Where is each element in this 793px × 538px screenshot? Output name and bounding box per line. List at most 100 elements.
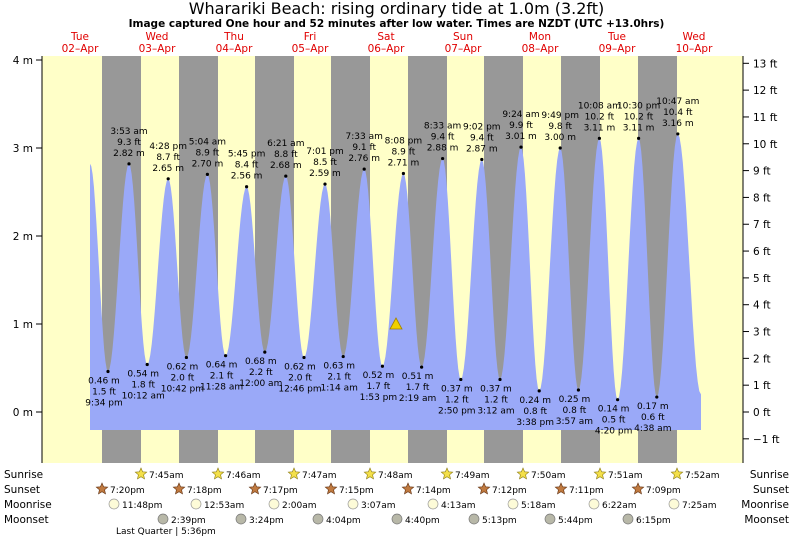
moonset-label-left: Moonset xyxy=(4,514,49,526)
low-tide-ft: 2.2 ft xyxy=(249,368,273,378)
high-tide-dot xyxy=(166,177,170,181)
high-tide-dot xyxy=(127,162,131,166)
high-tide-time: 4:28 pm xyxy=(149,142,187,152)
low-tide-time: 12:00 am xyxy=(239,379,282,389)
high-tide-dot xyxy=(362,167,366,171)
right-tick-label: 13 ft xyxy=(753,58,777,70)
moonset-time: 6:15pm xyxy=(636,516,671,526)
right-tick-label: 2 ft xyxy=(753,353,771,365)
high-tide-ft: 8.7 ft xyxy=(156,153,180,163)
tide-curve xyxy=(90,133,701,430)
low-tide-time: 3:38 pm xyxy=(516,418,554,428)
moonset-time: 4:04pm xyxy=(326,516,361,526)
sunrise-time: 7:52am xyxy=(685,471,720,481)
low-tide-time: 4:20 pm xyxy=(595,427,633,437)
low-tide-m: 0.37 m xyxy=(441,384,473,394)
low-tide-time: 2:50 pm xyxy=(438,406,476,416)
sunset-time: 7:11pm xyxy=(569,486,604,496)
high-tide-m: 2.65 m xyxy=(152,164,184,174)
low-tide-ft: 2.0 ft xyxy=(288,373,312,383)
moonrise-time: 5:18am xyxy=(521,501,556,511)
low-tide-dot xyxy=(459,377,463,382)
day-date: 06–Apr xyxy=(368,43,405,55)
high-tide-m: 2.88 m xyxy=(427,144,459,154)
day-date: 07–Apr xyxy=(445,43,482,55)
high-tide-ft: 8.5 ft xyxy=(313,158,337,168)
high-tide-m: 3.16 m xyxy=(662,119,694,129)
high-tide-dot xyxy=(245,185,249,189)
day-date: 08–Apr xyxy=(522,43,559,55)
chart-subtitle: Image captured One hour and 52 minutes a… xyxy=(128,18,665,30)
sunrise-time: 7:50am xyxy=(531,471,566,481)
right-tick-label: 10 ft xyxy=(753,139,777,151)
high-tide-time: 8:08 pm xyxy=(385,137,423,147)
moonset-icon xyxy=(235,513,247,525)
day-name: Tue xyxy=(70,31,89,43)
sunrise-icon xyxy=(211,467,225,480)
low-tide-m: 0.62 m xyxy=(284,362,316,372)
high-tide-time: 10:30 pm xyxy=(617,101,660,111)
low-tide-ft: 0.8 ft xyxy=(563,406,587,416)
chart-title: Wharariki Beach: rising ordinary tide at… xyxy=(188,0,605,18)
high-tide-ft: 9.4 ft xyxy=(431,133,455,143)
low-tide-m: 0.24 m xyxy=(519,396,551,406)
day-name: Sun xyxy=(453,31,473,43)
sunset-icon xyxy=(172,482,186,495)
high-tide-dot xyxy=(480,157,484,162)
sunset-time: 7:12pm xyxy=(492,486,527,496)
low-tide-time: 2:19 am xyxy=(399,394,436,404)
sunrise-time: 7:48am xyxy=(378,471,413,481)
high-tide-m: 3.11 m xyxy=(584,123,616,133)
high-tide-m: 2.76 m xyxy=(348,154,380,164)
high-tide-dot xyxy=(284,174,288,178)
low-tide-time: 3:12 am xyxy=(477,406,514,416)
moonset-time: 3:24pm xyxy=(249,516,284,526)
sunrise-time: 7:45am xyxy=(149,471,184,481)
high-tide-dot xyxy=(323,182,327,186)
tide-marks: 0.46 m1.5 ft9:34 pm 3:53 am9.3 ft2.82 m 0.… xyxy=(85,97,699,437)
day-date: 05–Apr xyxy=(292,43,329,55)
sunset-icon xyxy=(248,482,262,495)
moonrise-icon xyxy=(108,498,120,510)
sunset-icon xyxy=(631,482,645,495)
low-tide-m: 0.17 m xyxy=(637,402,669,412)
low-tide-m: 0.54 m xyxy=(127,369,159,379)
moonrise-label-right: Moonrise xyxy=(741,499,789,511)
low-tide-time: 3:57 am xyxy=(556,417,593,427)
low-tide-dot xyxy=(184,355,188,360)
high-tide-ft: 9.1 ft xyxy=(352,143,376,153)
moonset-icon xyxy=(544,513,556,525)
day-date: 09–Apr xyxy=(599,43,636,55)
astro-table: Sunrise Sunrise Sunset Sunset Moonrise Moonri… xyxy=(4,467,789,537)
moon-phase-note: Last Quarter | 5:36pm xyxy=(116,527,216,537)
high-tide-m: 3.11 m xyxy=(623,123,655,133)
low-tide-ft: 2.0 ft xyxy=(171,373,195,383)
moonrise-label-left: Moonrise xyxy=(4,499,52,511)
sunset-icon xyxy=(477,482,491,495)
sunset-time: 7:18pm xyxy=(187,486,222,496)
high-tide-ft: 8.9 ft xyxy=(196,148,220,158)
high-tide-m: 2.71 m xyxy=(388,159,420,169)
high-tide-ft: 8.8 ft xyxy=(274,150,298,160)
low-tide-dot xyxy=(224,354,228,358)
low-tide-ft: 2.1 ft xyxy=(327,373,351,383)
high-tide-dot xyxy=(676,132,680,136)
sunrise-icon xyxy=(440,467,454,480)
high-tide-ft: 10.4 ft xyxy=(663,108,693,118)
low-tide-dot xyxy=(302,355,306,360)
day-date: 02–Apr xyxy=(62,43,99,55)
right-tick-label: 9 ft xyxy=(753,166,771,178)
sunrise-label-left: Sunrise xyxy=(4,469,43,481)
low-tide-ft: 0.8 ft xyxy=(523,407,547,417)
sunrise-icon xyxy=(593,467,607,480)
left-tick-label: 2 m xyxy=(13,231,33,243)
high-tide-ft: 8.9 ft xyxy=(392,148,416,158)
low-tide-m: 0.64 m xyxy=(206,361,238,371)
moonrise-time: 7:25am xyxy=(682,501,717,511)
moonrise-icon xyxy=(268,498,280,510)
sunset-time: 7:17pm xyxy=(263,486,298,496)
sunrise-icon xyxy=(134,467,148,480)
moonrise-icon xyxy=(507,498,519,510)
low-tide-ft: 1.8 ft xyxy=(131,380,155,390)
low-tide-m: 0.25 m xyxy=(559,395,591,405)
